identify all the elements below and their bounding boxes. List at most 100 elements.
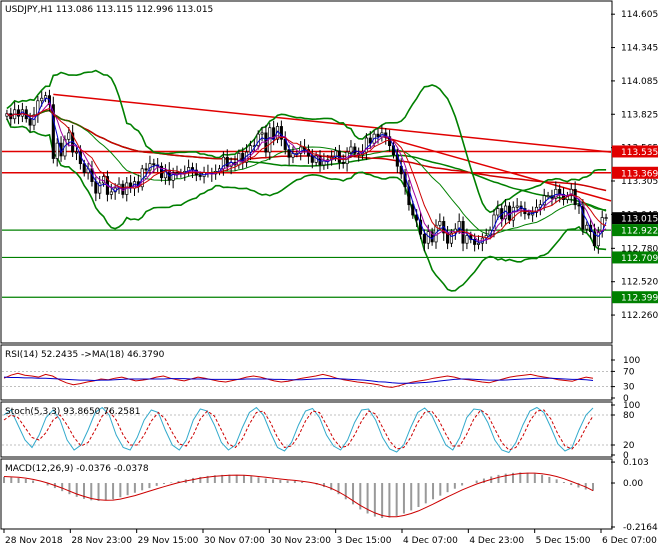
macd-signal-line <box>3 472 594 518</box>
axis-layer: 114.605114.345114.085113.825113.565113.3… <box>3 10 658 546</box>
price-ytick-label: 113.825 <box>621 110 658 120</box>
candle-body <box>260 132 264 135</box>
x-tick-label: 4 Dec 07:00 <box>403 536 458 546</box>
candle-body <box>453 228 457 234</box>
ma-mid <box>6 101 607 242</box>
candle-body <box>55 142 59 159</box>
rsi-layer <box>2 370 611 388</box>
price-ytick-label: 112.260 <box>621 311 658 321</box>
price-ytick-label: 114.085 <box>621 77 658 87</box>
macd-layer <box>3 472 594 518</box>
candle-body <box>585 224 589 230</box>
candle-body <box>98 182 102 194</box>
sub-ytick-label: 0 <box>623 451 629 461</box>
ma-long-red <box>6 109 607 192</box>
x-tick-label: 30 Nov 23:00 <box>270 536 331 546</box>
candle-body <box>515 205 519 208</box>
sub-ytick-label: 0 <box>623 394 629 404</box>
bollinger-middle <box>6 109 607 235</box>
candle-body <box>237 153 241 166</box>
x-tick-label: 6 Dec 07:00 <box>602 536 657 546</box>
candle-body <box>322 160 326 166</box>
level-tag <box>612 224 658 237</box>
candle-body <box>596 231 600 247</box>
candle-body <box>109 191 113 195</box>
price-ytick-label: 114.605 <box>621 10 658 20</box>
candle-body <box>511 206 515 221</box>
candle-body <box>171 172 175 181</box>
candle-body <box>94 181 98 194</box>
level-tag-label: 113.369 <box>621 169 658 179</box>
candle-body <box>368 137 372 144</box>
candle-body <box>411 204 415 216</box>
candle-body <box>376 133 380 138</box>
candle-body <box>554 188 558 199</box>
ma-slow <box>6 107 607 240</box>
level-tag-label: 113.015 <box>621 215 658 225</box>
candle-body <box>534 206 539 213</box>
x-tick-label: 29 Nov 15:00 <box>138 536 199 546</box>
price-ytick-label: 114.345 <box>621 44 658 54</box>
trend-line <box>53 93 612 153</box>
candle-body <box>287 149 291 158</box>
candle-body <box>592 231 597 247</box>
candle-body <box>341 162 345 165</box>
candle-body <box>225 156 229 167</box>
candle-body <box>36 100 40 116</box>
price-layer <box>2 69 612 298</box>
candle-body <box>67 132 71 140</box>
level-tag-label: 113.535 <box>621 148 658 158</box>
sub-ytick-label: 70 <box>623 367 635 377</box>
candle-body <box>152 163 156 166</box>
sub-ytick-label: 30 <box>623 383 635 393</box>
candle-body <box>476 242 481 245</box>
candle-body <box>353 146 357 154</box>
level-tag <box>612 291 658 304</box>
candle-body <box>16 109 21 117</box>
level-tag-label: 112.922 <box>621 227 658 237</box>
candle-body <box>349 146 353 153</box>
candle-body <box>248 145 253 153</box>
stoch-d-line <box>3 409 594 451</box>
candle-body <box>40 97 44 102</box>
price-title: USDJPY,H1 113.086 113.115 112.996 113.01… <box>5 5 213 15</box>
stoch-title: Stoch(5,3,3) 93.8650 76.2581 <box>5 407 140 417</box>
candle-body <box>492 214 496 231</box>
candle-body <box>527 213 531 216</box>
candle-body <box>28 118 32 126</box>
rsi-ma-line <box>3 376 594 384</box>
sub-ytick-label: -0.2164 <box>623 523 658 533</box>
level-tag-label: 112.399 <box>621 294 658 304</box>
price-ytick-label: 112.780 <box>621 244 658 254</box>
candle-body <box>198 174 202 177</box>
rsi-panel-frame <box>0 344 613 401</box>
candle-body <box>457 221 461 230</box>
candle-body <box>364 137 368 153</box>
sub-ytick-label: 20 <box>623 441 635 451</box>
candle-body <box>299 146 303 154</box>
level-tag <box>612 166 658 179</box>
candle-body <box>438 221 442 226</box>
sub-ytick-label: 80 <box>623 411 635 421</box>
candle-body <box>465 235 469 244</box>
x-tick-label: 4 Dec 23:00 <box>469 536 524 546</box>
macd-panel-frame <box>0 458 613 530</box>
x-tick-label: 28 Nov 23:00 <box>71 536 132 546</box>
candle-body <box>407 186 411 206</box>
candle-body <box>449 232 454 244</box>
bollinger-upper <box>6 69 607 214</box>
x-tick-label: 3 Dec 15:00 <box>337 536 392 546</box>
candle-body <box>569 188 573 197</box>
level-tag <box>612 212 658 225</box>
candle-body <box>82 163 86 173</box>
candle-body <box>542 195 546 206</box>
level-tag-label: 112.709 <box>621 254 658 264</box>
stoch-panel-frame <box>0 401 613 458</box>
x-tick-label: 28 Nov 2018 <box>5 536 63 546</box>
candle-body <box>604 217 608 219</box>
candle-body <box>581 205 585 230</box>
rsi-line <box>3 372 594 388</box>
stoch-layer <box>2 406 611 454</box>
